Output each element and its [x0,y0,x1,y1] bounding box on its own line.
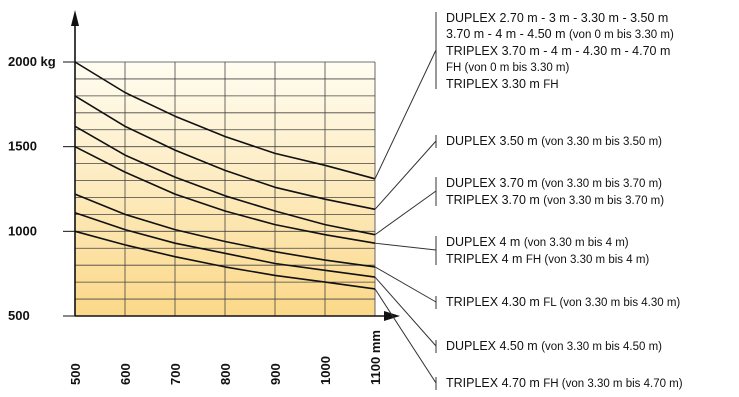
curve-label-text: FH [543,79,559,91]
x-tick-label: 700 [168,363,183,385]
leader-line [374,190,437,236]
curve-label-line: TRIPLEX 4.30 m FL (von 3.30 m bis 4.30 m… [446,294,680,311]
leader-line [374,140,437,210]
curve-label: DUPLEX 4.50 m (von 3.30 m bis 4.50 m) [446,338,662,355]
curve-label-text: TRIPLEX 4.70 m [446,376,544,390]
curve-label-text: TRIPLEX 4 m [446,252,526,266]
curve-label: DUPLEX 3.50 m (von 3.30 m bis 3.50 m) [446,133,662,150]
curve-label-text: DUPLEX 3.50 m [446,134,542,148]
curve-label-text: (von 3.30 m bis 4 m) [523,237,629,249]
curve-label-text: DUPLEX 3.70 m [446,176,542,190]
y-tick-label: 500 [8,308,30,323]
x-tick-label: 800 [218,363,233,385]
y-axis-arrow [71,10,79,26]
curve-label-line: TRIPLEX 3.30 m FH [446,76,674,93]
x-tick-label: 500 [68,363,83,385]
load-curve [74,95,376,211]
load-curve [74,145,376,244]
curve-label-text: FH [446,62,465,74]
curve-label: TRIPLEX 4.30 m FL (von 3.30 m bis 4.30 m… [446,294,680,311]
curve-label-text: (von 3.30 m bis 3.50 m) [541,136,662,148]
leader-line [374,242,437,251]
curve-label: DUPLEX 3.70 m (von 3.30 m bis 3.70 m) TRI… [446,175,664,209]
curve-label: DUPLEX 2.70 m - 3 m - 3.30 m - 3.50 m 3.7… [446,10,674,93]
curve-label-text: (von 0 m bis 3.30 m) [568,29,674,41]
curve-label-text: TRIPLEX 3.70 m [446,193,544,207]
curve-label-text: (von 3.30 m bis 3.70 m) [543,195,665,207]
x-tick-label: 900 [268,363,283,385]
curve-label-line: TRIPLEX 3.70 m - 4 m - 4.30 m - 4.70 m [446,43,674,59]
curve-label-line: DUPLEX 3.70 m (von 3.30 m bis 3.70 m) [446,175,664,192]
curve-label-text: (von 3.30 m bis 4.50 m) [541,341,662,353]
curve-label-line: FH (von 0 m bis 3.30 m) [446,59,674,76]
curve-label-text: FH (von 3.30 m bis 4 m) [525,254,650,266]
curve-label-text: FL (von 3.30 m bis 4.30 m) [543,297,681,309]
y-tick-label: 1500 [8,139,37,154]
curve-label-line: 3.70 m - 4 m - 4.50 m (von 0 m bis 3.30 … [446,26,674,43]
leader-line [374,276,437,347]
curve-label-line: TRIPLEX 3.70 m (von 3.30 m bis 3.70 m) [446,192,664,209]
curve-label-text: DUPLEX 4.50 m [446,339,542,353]
load-curve [74,125,376,236]
curve-label-line: DUPLEX 4.50 m (von 3.30 m bis 4.50 m) [446,338,662,355]
curve-label: DUPLEX 4 m (von 3.30 m bis 4 m) TRIPLEX 4… [446,234,649,268]
curve-label-text: TRIPLEX 3.30 m [446,77,544,91]
curve-label-text: DUPLEX 4 m [446,235,524,249]
curve-label-text: DUPLEX 2.70 m - 3 m - 3.30 m - 3.50 m [446,11,669,25]
curve-label-text: FH (von 3.30 m bis 4.70 m) [543,378,683,390]
y-tick-label: 2000 kg [8,54,56,69]
leader-line [374,49,437,180]
x-tick-label: 1100 mm [368,330,383,385]
curve-label-line: TRIPLEX 4 m FH (von 3.30 m bis 4 m) [446,251,649,268]
x-tick-label: 600 [118,363,133,385]
leader-line [374,288,437,384]
load-curve [74,193,376,268]
curve-label-text: 3.70 m - 4 m - 4.50 m [446,27,569,41]
curve-label-text: TRIPLEX 4.30 m [446,295,544,309]
curve-label-line: DUPLEX 4 m (von 3.30 m bis 4 m) [446,234,649,251]
y-tick-label: 1000 [8,223,37,238]
load-curve [74,211,376,278]
x-tick-label: 1000 [318,356,333,385]
curve-label: TRIPLEX 4.70 m FH (von 3.30 m bis 4.70 m… [446,375,683,392]
load-curve [74,61,376,180]
curve-label-text: (von 0 m bis 3.30 m) [464,62,570,74]
curve-label-line: DUPLEX 2.70 m - 3 m - 3.30 m - 3.50 m [446,10,674,26]
curve-label-line: DUPLEX 3.50 m (von 3.30 m bis 3.50 m) [446,133,662,150]
curve-label-text: (von 3.30 m bis 3.70 m) [541,178,662,190]
load-curve [74,230,376,290]
leader-line [374,266,437,303]
curve-label-text: TRIPLEX 3.70 m - 4 m - 4.30 m - 4.70 m [446,44,671,58]
curve-label-line: TRIPLEX 4.70 m FH (von 3.30 m bis 4.70 m… [446,375,683,392]
